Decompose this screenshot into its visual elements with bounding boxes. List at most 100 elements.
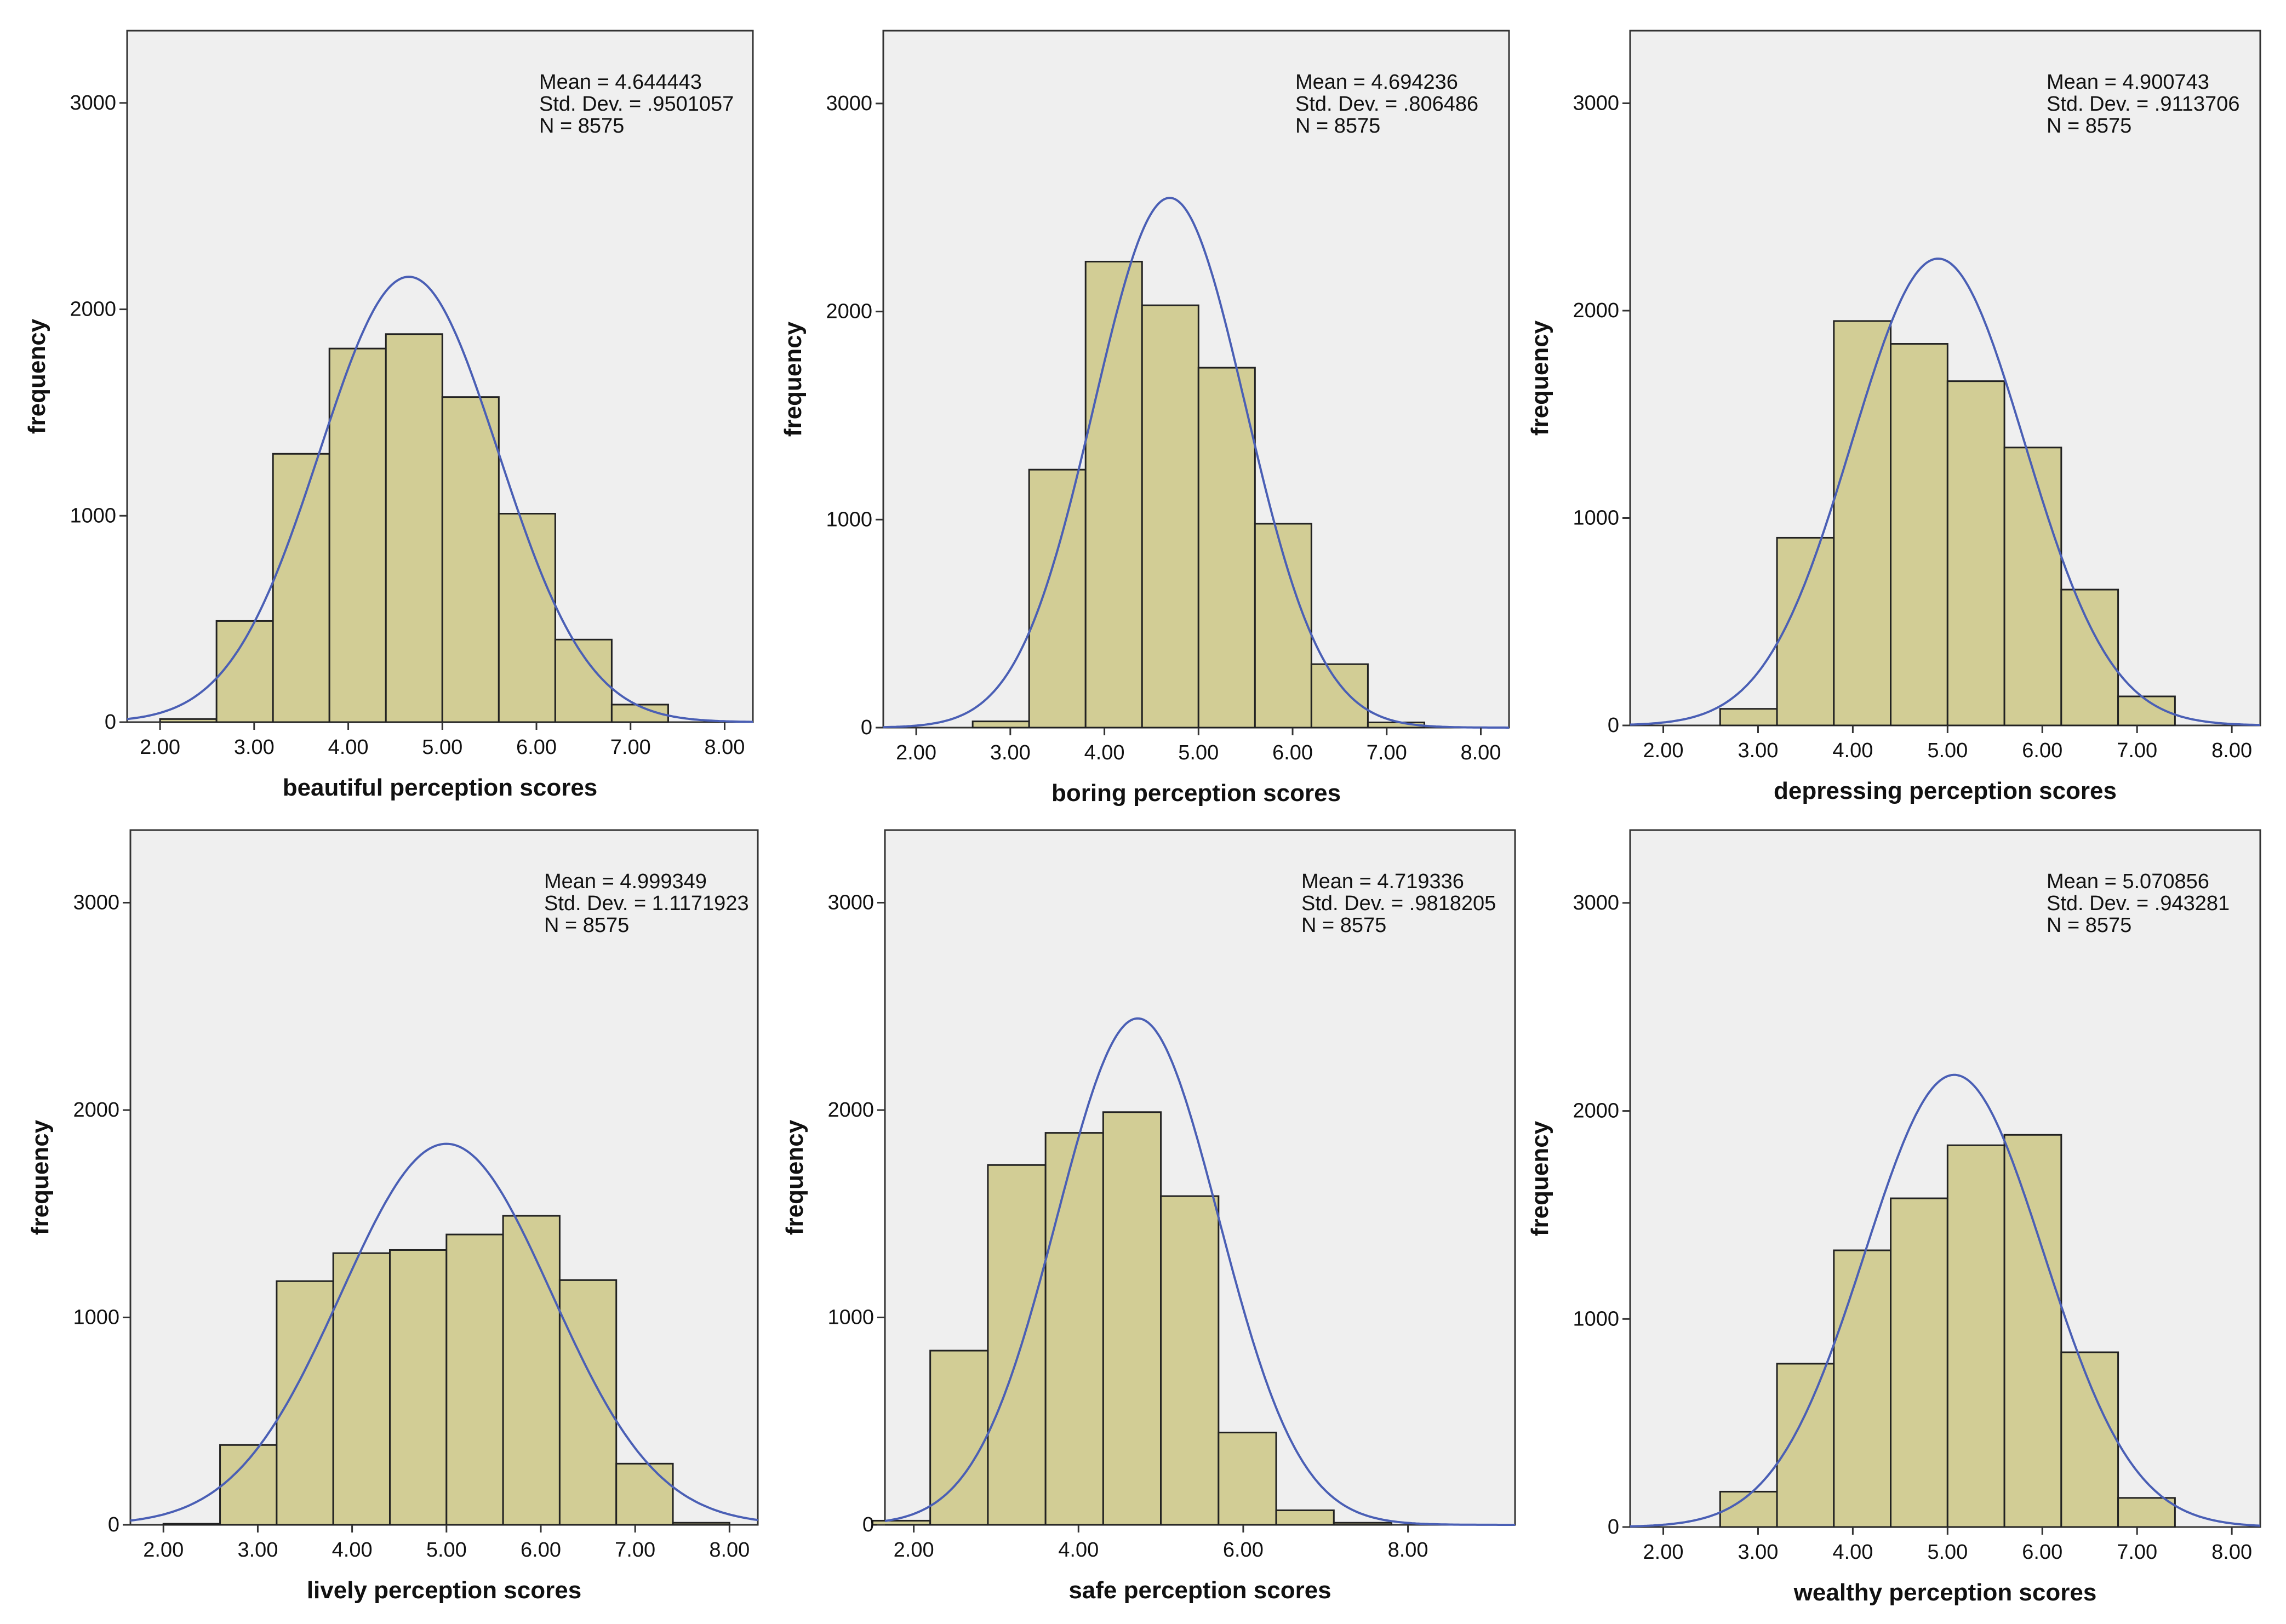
histogram-bar <box>672 1522 730 1526</box>
stat-std-dev: Std. Dev. = .9113706 <box>2047 93 2239 116</box>
histogram-bar <box>1275 1509 1335 1526</box>
histogram-bar <box>1310 663 1369 729</box>
x-tick-label: 5.00 <box>422 736 462 759</box>
histogram-bar <box>502 1215 561 1526</box>
y-tick-label: 0 <box>861 716 872 739</box>
histogram-bar <box>929 1349 989 1526</box>
histogram-bar <box>2003 447 2062 727</box>
normal-curve <box>1630 1073 2261 1528</box>
histogram-bar <box>1028 468 1087 729</box>
y-tick-label: 3000 <box>73 891 119 914</box>
x-tick-label: 8.00 <box>709 1539 750 1562</box>
histogram-bar <box>219 1444 278 1526</box>
stat-mean: Mean = 4.999349 <box>544 870 707 893</box>
histogram-bar <box>1141 304 1199 729</box>
histogram-bar <box>1719 1490 1778 1528</box>
x-tick-label: 5.00 <box>1927 1541 1968 1564</box>
histogram-bar <box>1719 708 1778 727</box>
y-tick-label: 1000 <box>1573 506 1619 529</box>
stat-n: N = 8575 <box>1295 115 1380 138</box>
x-tick-label: 6.00 <box>2022 739 2062 762</box>
histogram-bar <box>1044 1132 1104 1526</box>
stat-n: N = 8575 <box>2047 914 2131 937</box>
x-tick-label: 2.00 <box>140 736 180 759</box>
histogram-bar <box>276 1280 334 1526</box>
x-tick-label: 4.00 <box>1832 739 1873 762</box>
histogram-bar <box>1333 1522 1393 1526</box>
y-tick-label: 1000 <box>827 1306 874 1329</box>
stat-mean: Mean = 4.644443 <box>539 71 702 94</box>
normal-curve <box>883 197 1509 729</box>
x-tick-label: 4.00 <box>1084 741 1125 764</box>
histogram-bar <box>2060 1351 2119 1528</box>
x-axis-label: boring perception scores <box>1051 780 1341 807</box>
x-tick-label: 5.00 <box>1927 739 1968 762</box>
x-tick-label: 6.00 <box>521 1539 561 1562</box>
histogram-bar <box>328 347 387 723</box>
y-tick-label: 2000 <box>826 300 872 323</box>
y-axis-label: frequency <box>1527 320 1553 436</box>
x-axis-label: lively perception scores <box>307 1577 581 1604</box>
stat-n: N = 8575 <box>1301 914 1386 937</box>
histogram-bar <box>1946 1144 2005 1528</box>
x-tick-label: 2.00 <box>894 1539 934 1562</box>
histogram-bar <box>2003 1134 2062 1528</box>
y-tick-label: 0 <box>105 711 116 734</box>
x-tick-label: 7.00 <box>610 736 651 759</box>
y-tick-label: 2000 <box>73 1099 119 1122</box>
y-tick-label: 0 <box>1608 1516 1619 1539</box>
y-axis-label: frequency <box>27 1119 54 1235</box>
histogram-panel-2: 0 1000 2000 3000 2.00 3.00 4.00 5.00 6.00 7.00 8.0… <box>780 30 1510 807</box>
x-tick-label: 7.00 <box>2117 739 2157 762</box>
histogram-bar <box>1890 1197 1948 1528</box>
histogram-panel-5: 0 1000 2000 3000 2.00 4.00 6.00 8.00 safe percep… <box>781 829 1516 1604</box>
x-axis-label: safe perception scores <box>1068 1577 1331 1604</box>
histogram-bar <box>1218 1432 1277 1526</box>
x-tick-label: 8.00 <box>704 736 745 759</box>
x-tick-label: 3.00 <box>1738 739 1778 762</box>
y-tick-label: 2000 <box>1573 299 1619 322</box>
y-tick-label: 0 <box>1608 714 1619 737</box>
x-tick-label: 8.00 <box>2211 1541 2252 1564</box>
x-tick-label: 8.00 <box>1460 741 1501 764</box>
histogram-bar <box>1084 260 1143 729</box>
histogram-bar <box>971 720 1030 729</box>
y-tick-label: 2000 <box>827 1099 874 1122</box>
histogram-bar <box>385 333 443 723</box>
histogram-bar <box>1833 1249 1892 1528</box>
x-tick-label: 2.00 <box>1643 1541 1684 1564</box>
histogram-panel-4: 0 1000 2000 3000 2.00 3.00 4.00 5.00 6.00 7.00 8.0… <box>27 829 759 1604</box>
x-tick-label: 4.00 <box>332 1539 373 1562</box>
stat-n: N = 8575 <box>539 115 624 138</box>
normal-curve <box>1630 258 2261 727</box>
normal-curve <box>130 1142 758 1522</box>
stat-std-dev: Std. Dev. = 1.1171923 <box>544 892 749 915</box>
y-tick-label: 2000 <box>1573 1100 1619 1123</box>
x-tick-label: 2.00 <box>1643 739 1684 762</box>
histogram-panel-6: 0 1000 2000 3000 2.00 3.00 4.00 5.00 6.00 7.00 8.0… <box>1527 829 2261 1606</box>
histogram-bar <box>441 396 500 723</box>
histogram-bar <box>1890 343 1948 727</box>
x-tick-label: 5.00 <box>426 1539 467 1562</box>
histogram-bar <box>987 1164 1047 1526</box>
y-tick-label: 3000 <box>1573 891 1619 914</box>
stat-mean: Mean = 4.694236 <box>1295 71 1458 94</box>
histogram-bar <box>1946 380 2005 727</box>
histogram-bar <box>2060 588 2119 727</box>
x-tick-label: 7.00 <box>615 1539 655 1562</box>
x-tick-label: 2.00 <box>143 1539 184 1562</box>
stat-mean: Mean = 4.900743 <box>2047 71 2209 94</box>
histogram-bar <box>1776 1363 1835 1528</box>
y-axis-label: frequency <box>781 1119 808 1235</box>
y-tick-label: 3000 <box>1573 92 1619 115</box>
y-axis-label: frequency <box>24 318 50 434</box>
x-axis-label: depressing perception scores <box>1774 777 2117 804</box>
x-tick-label: 6.00 <box>516 736 557 759</box>
normal-curve <box>884 1017 1515 1526</box>
normal-curve <box>127 276 753 723</box>
x-tick-label: 3.00 <box>237 1539 278 1562</box>
stat-mean: Mean = 4.719336 <box>1301 870 1464 893</box>
histogram-bar <box>1102 1111 1162 1526</box>
stat-n: N = 8575 <box>2047 115 2131 138</box>
